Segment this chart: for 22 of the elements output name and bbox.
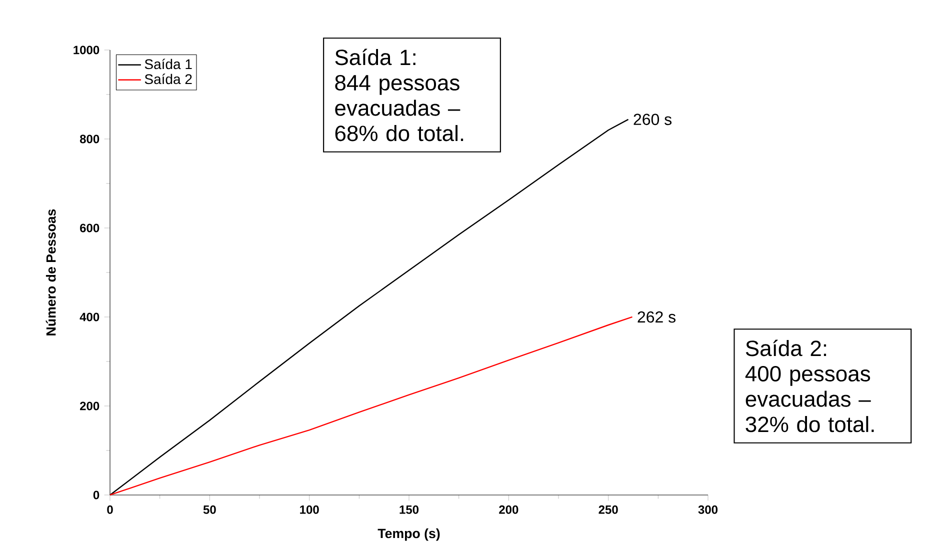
legend-label: Saída 2 bbox=[144, 74, 192, 84]
line-series bbox=[109, 316, 633, 496]
y-tick-label: 0 bbox=[93, 490, 100, 500]
y-tick-label: 800 bbox=[80, 134, 100, 144]
x-axis-title: Tempo (s) bbox=[378, 528, 440, 541]
x-tick-label: 250 bbox=[598, 505, 618, 514]
x-tick-label: 150 bbox=[400, 505, 419, 514]
x-tick-label: 300 bbox=[698, 505, 718, 514]
y-tick-label: 600 bbox=[80, 224, 100, 232]
x-tick-label: 100 bbox=[300, 505, 319, 514]
x-tick-label: 50 bbox=[203, 505, 216, 514]
annotation: 262 s bbox=[638, 311, 676, 323]
y-tick-label: 400 bbox=[80, 312, 100, 322]
x-tick-label: 0 bbox=[107, 505, 113, 514]
y-tick-label: 1000 bbox=[74, 46, 100, 54]
x-tick-label: 200 bbox=[499, 505, 518, 514]
annotation: Saída 1: 844 pessoas evacuadas – 68% do total. bbox=[335, 48, 464, 142]
annotation: 260 s bbox=[634, 114, 672, 126]
text: Saída 2: 400 pessoas evacuadas – 32% do total. bbox=[745, 340, 874, 432]
y-axis-title: Número de Pessoas bbox=[46, 209, 56, 336]
y-tick-label: 200 bbox=[80, 402, 100, 410]
legend-label: Saída 1 bbox=[144, 58, 192, 70]
